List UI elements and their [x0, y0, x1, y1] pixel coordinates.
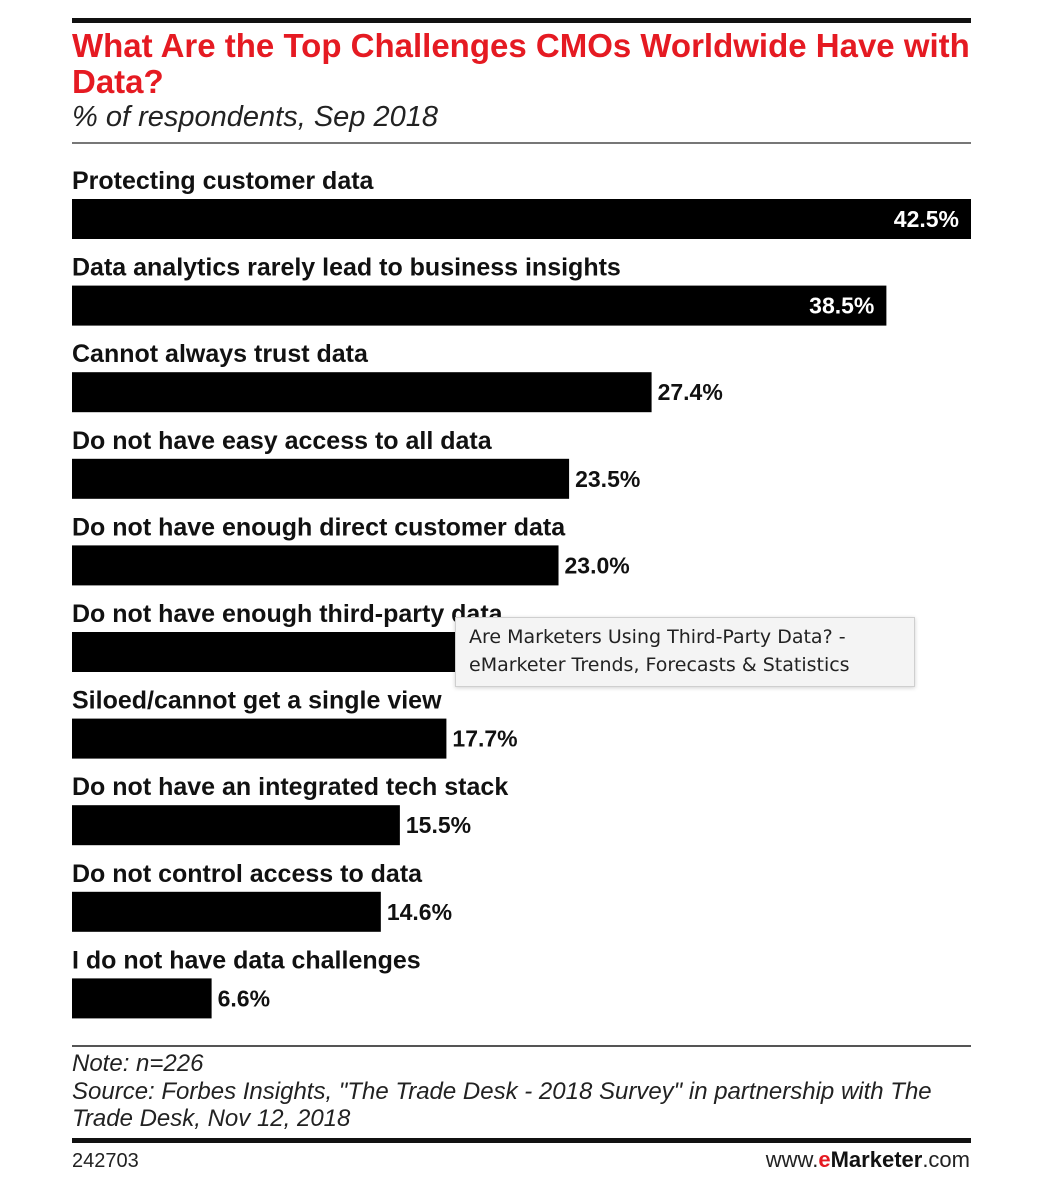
category-label: Do not have enough direct customer data	[72, 513, 566, 541]
bar	[72, 545, 559, 586]
bar	[72, 718, 447, 759]
category-label: Do not have easy access to all data	[72, 427, 493, 455]
tooltip-line-2: eMarketer Trends, Forecasts & Statistics	[469, 654, 850, 676]
bar	[72, 891, 381, 932]
value-label: 42.5%	[894, 206, 959, 232]
bar-chart: Protecting customer data 42.5% Data analyt…	[72, 167, 971, 1019]
note-rule	[72, 1045, 971, 1047]
category-label: I do not have data challenges	[72, 946, 421, 974]
source-text: Source: Forbes Insights, "The Trade Desk…	[72, 1078, 932, 1132]
category-label: Do not have an integrated tech stack	[72, 773, 508, 801]
value-label: 14.6%	[387, 899, 452, 925]
top-rule	[72, 18, 971, 23]
chart-title: What Are the Top Challenges CMOs Worldwi…	[72, 27, 970, 100]
chart-subtitle: % of respondents, Sep 2018	[72, 101, 438, 133]
brand-e: e	[818, 1147, 831, 1172]
chart-id: 242703	[72, 1150, 139, 1172]
tooltip-line-1: Are Marketers Using Third-Party Data? -	[469, 626, 846, 648]
value-label: 17.7%	[452, 726, 517, 752]
bottom-rule	[72, 1138, 971, 1143]
value-label: 6.6%	[218, 985, 270, 1011]
bar	[72, 805, 400, 846]
bar	[72, 978, 212, 1019]
brand-name: Marketer	[830, 1147, 923, 1172]
value-label: 27.4%	[658, 379, 723, 405]
category-label: Do not control access to data	[72, 860, 423, 888]
category-label: Protecting customer data	[72, 167, 375, 195]
category-label: Data analytics rarely lead to business i…	[72, 254, 621, 282]
value-label: 15.5%	[406, 812, 471, 838]
value-label: 38.5%	[809, 293, 874, 319]
value-label: 23.0%	[565, 552, 630, 578]
bar	[72, 372, 652, 413]
footnote: Note: n=226	[72, 1050, 204, 1077]
subtitle-rule	[72, 142, 971, 144]
bar	[72, 458, 570, 499]
category-label: Siloed/cannot get a single view	[72, 687, 442, 715]
brand-prefix: www.	[765, 1147, 819, 1172]
brand-link[interactable]: www.eMarketer.com	[766, 1147, 970, 1173]
bar	[72, 199, 971, 239]
category-label: Do not have enough third-party data	[72, 600, 504, 628]
bar	[72, 285, 887, 326]
value-label: 23.5%	[575, 466, 640, 492]
link-tooltip: Are Marketers Using Third-Party Data? - …	[455, 617, 915, 687]
category-label: Cannot always trust data	[72, 340, 369, 368]
brand-suffix: .com	[922, 1147, 970, 1172]
